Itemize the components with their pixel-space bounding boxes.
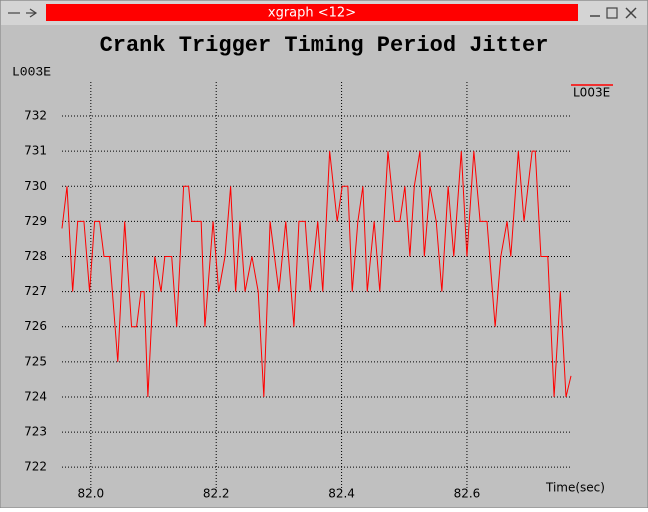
y-tick-label: 724 [24,389,47,403]
menu-button[interactable] [8,8,38,18]
y-tick-label: 725 [24,354,47,368]
chart-title: Crank Trigger Timing Period Jitter [100,33,549,58]
x-tick-label: 82.6 [454,487,481,501]
y-tick-label: 732 [24,109,47,123]
y-tick-label: 723 [24,425,47,439]
y-tick-label: 730 [24,179,47,193]
maximize-button[interactable] [606,7,618,19]
x-tick-label: 82.2 [203,487,230,501]
plot-area: 722 723 724 725 726 727 728 729 730 731 732 82.0 82.… [24,82,613,501]
y-tick-label: 726 [24,319,47,333]
y-axis-label: L003E [12,64,51,79]
window-title: xgraph <12> [268,6,356,21]
x-tick-label: 82.0 [77,487,104,501]
close-button[interactable] [625,7,637,19]
x-tick-label: 82.4 [328,487,355,501]
y-tick-label: 729 [24,214,47,228]
x-axis-label: Time(sec) [545,481,605,495]
y-tick-label: 728 [24,249,47,263]
title-highlight [46,4,578,21]
y-tick-label: 727 [24,284,47,298]
data-line [61,150,572,398]
y-tick-label: 722 [24,460,47,474]
y-tick-label: 731 [24,144,47,158]
legend-label: L003E [573,86,610,100]
